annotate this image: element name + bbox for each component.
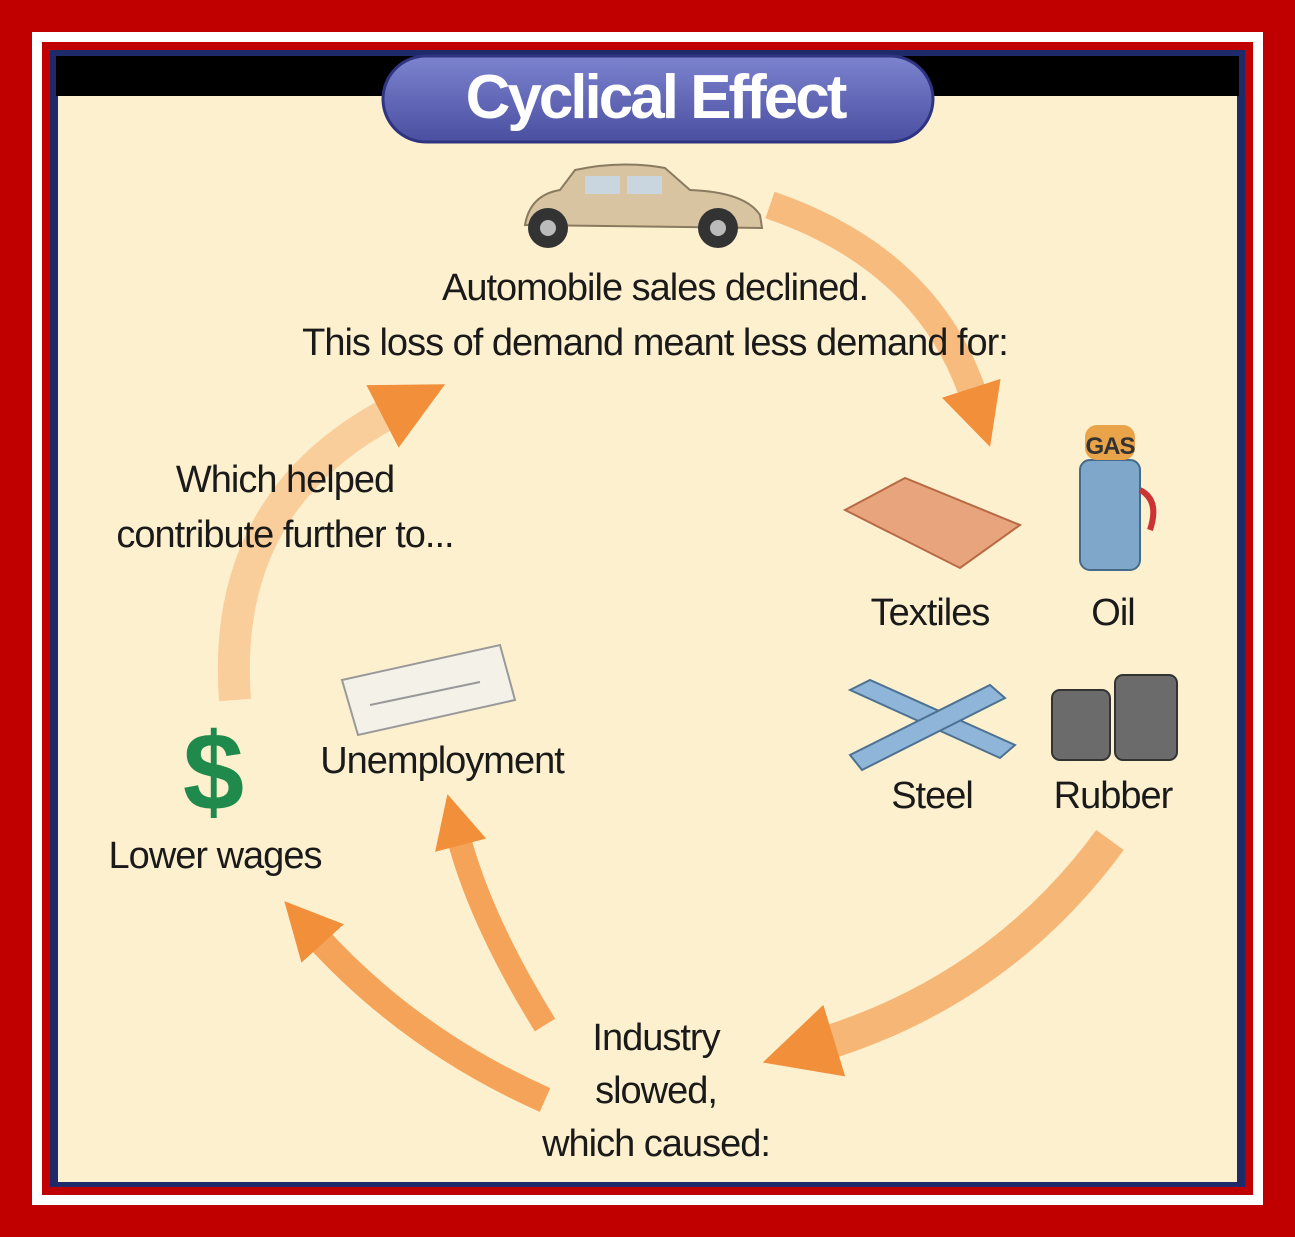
industry-text: slowed, — [595, 1070, 717, 1112]
title: Cyclical Effect — [466, 63, 847, 132]
automobile-text: This loss of demand meant less demand fo… — [302, 322, 1008, 364]
automobile-text: Automobile sales declined. — [442, 267, 868, 309]
diagram: Cyclical Effect GAS $ Automobile — [0, 0, 1295, 1237]
industry-label: Oil — [1091, 592, 1134, 634]
industry-text: which caused: — [541, 1123, 770, 1165]
industry-text: Industry — [592, 1017, 720, 1059]
page: {"title": "Cyclical Effect", "automobile… — [0, 0, 1295, 1237]
gas-sign: GAS — [1085, 433, 1135, 460]
effect-label: Lower wages — [109, 835, 322, 877]
dollar-icon: $ — [183, 711, 243, 834]
effect-label: Unemployment — [320, 740, 565, 782]
industry-label: Steel — [891, 775, 973, 817]
industry-label: Textiles — [871, 592, 990, 634]
industry-label: Rubber — [1054, 775, 1174, 817]
feedback-text: contribute further to... — [116, 514, 453, 556]
feedback-text: Which helped — [176, 459, 394, 501]
